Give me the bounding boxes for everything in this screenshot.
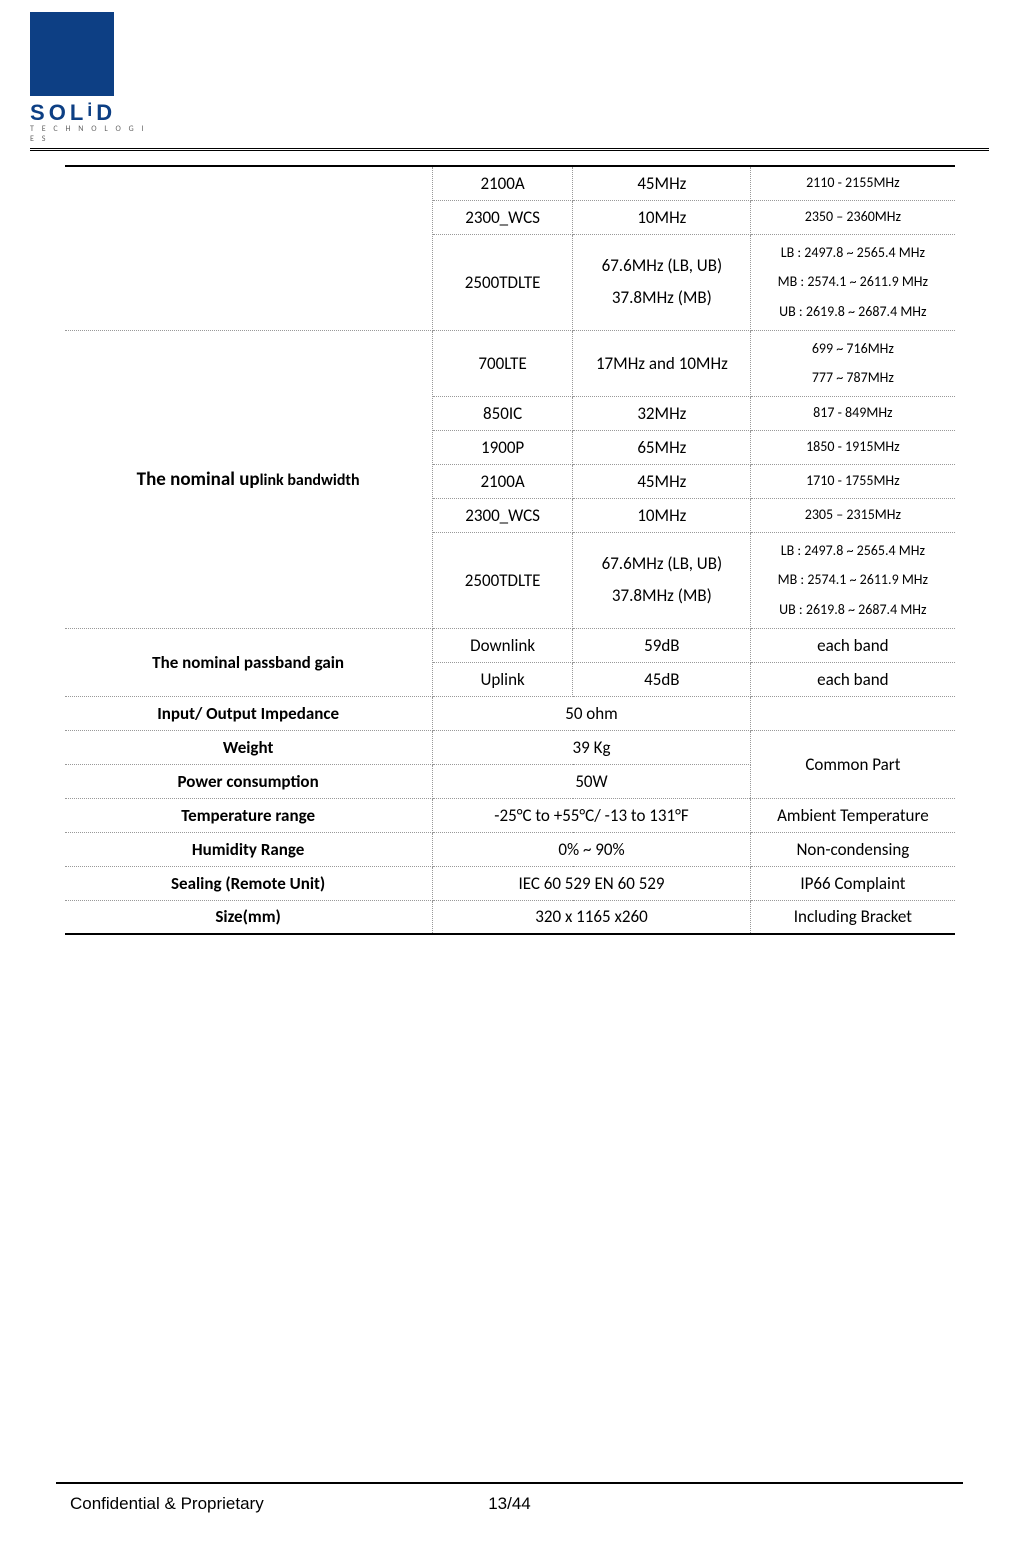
cell-bw: 10MHz xyxy=(573,200,751,234)
cell-val: 45dB xyxy=(573,662,751,696)
cell-val: 59dB xyxy=(573,628,751,662)
cell-range: 2110 - 2155MHz xyxy=(751,166,955,200)
cell-bw: 32MHz xyxy=(573,396,751,430)
cell-band: 2300_WCS xyxy=(432,200,573,234)
cell-bw: 45MHz xyxy=(573,166,751,200)
header: S O L i D T E C H N O L O G I E S xyxy=(30,12,150,144)
header-divider xyxy=(30,148,989,151)
cell-label: Humidity Range xyxy=(65,832,433,866)
table-row: Input/ Output Impedance 50 ohm xyxy=(65,696,955,730)
cell-note: IP66 Complaint xyxy=(751,866,955,900)
cell-val: -25°C to +55°C/ -13 to 131°F xyxy=(432,798,751,832)
cell-note: Including Bracket xyxy=(751,900,955,934)
cell-val: 39 Kg xyxy=(432,730,751,764)
cell-note: Non-condensing xyxy=(751,832,955,866)
cell-label: Size(mm) xyxy=(65,900,433,934)
cell-note xyxy=(751,696,955,730)
cell-bw: 67.6MHz (LB, UB)37.8MHz (MB) xyxy=(573,532,751,628)
cell-label: Temperature range xyxy=(65,798,433,832)
cell-range: 2350 – 2360MHz xyxy=(751,200,955,234)
cell-gain-label: The nominal passband gain xyxy=(65,628,433,696)
logo-tagline: T E C H N O L O G I E S xyxy=(30,124,150,144)
cell-band: 1900P xyxy=(432,430,573,464)
cell-note: each band xyxy=(751,662,955,696)
cell-range: 817 - 849MHz xyxy=(751,396,955,430)
cell-label: Input/ Output Impedance xyxy=(65,696,433,730)
cell-label: Power consumption xyxy=(65,764,433,798)
cell-band: 2500TDLTE xyxy=(432,532,573,628)
cell-range: 1850 - 1915MHz xyxy=(751,430,955,464)
cell-range: 2305 – 2315MHz xyxy=(751,498,955,532)
footer-divider xyxy=(56,1482,963,1484)
cell-label: Sealing (Remote Unit) xyxy=(65,866,433,900)
spec-table: 2100A 45MHz 2110 - 2155MHz 2300_WCS 10MH… xyxy=(65,165,955,935)
cell-band: 700LTE xyxy=(432,330,573,396)
table-row: Sealing (Remote Unit) IEC 60 529 EN 60 5… xyxy=(65,866,955,900)
footer-page-number: 13/44 xyxy=(0,1494,1019,1514)
table-row: 2100A 45MHz 2110 - 2155MHz xyxy=(65,166,955,200)
cell-band: 2300_WCS xyxy=(432,498,573,532)
logo-square xyxy=(30,12,114,96)
cell-bw: 10MHz xyxy=(573,498,751,532)
cell-band: 2100A xyxy=(432,464,573,498)
cell-val: 320 x 1165 x260 xyxy=(432,900,751,934)
cell-uplink-label: The nominal uplink bandwidth xyxy=(65,330,433,628)
cell-val: 50W xyxy=(432,764,751,798)
cell-range: 699 ~ 716MHz777 ~ 787MHz xyxy=(751,330,955,396)
cell-label: Weight xyxy=(65,730,433,764)
cell-bw: 67.6MHz (LB, UB)37.8MHz (MB) xyxy=(573,234,751,330)
cell-bw: 17MHz and 10MHz xyxy=(573,330,751,396)
cell-band: 2500TDLTE xyxy=(432,234,573,330)
cell-note: Common Part xyxy=(751,730,955,798)
cell-note: each band xyxy=(751,628,955,662)
cell-band: 850IC xyxy=(432,396,573,430)
cell-val: 50 ohm xyxy=(432,696,751,730)
cell-bw: 45MHz xyxy=(573,464,751,498)
cell-range: LB : 2497.8 ~ 2565.4 MHz MB : 2574.1 ~ 2… xyxy=(751,532,955,628)
table-row: Humidity Range 0% ~ 90% Non-condensing xyxy=(65,832,955,866)
cell-empty xyxy=(65,166,433,330)
cell-bw: 65MHz xyxy=(573,430,751,464)
cell-val: 0% ~ 90% xyxy=(432,832,751,866)
table-row: Weight 39 Kg Common Part xyxy=(65,730,955,764)
cell-val: IEC 60 529 EN 60 529 xyxy=(432,866,751,900)
table-row: Size(mm) 320 x 1165 x260 Including Brack… xyxy=(65,900,955,934)
cell-range: 1710 - 1755MHz xyxy=(751,464,955,498)
table-row: Temperature range -25°C to +55°C/ -13 to… xyxy=(65,798,955,832)
cell-link: Uplink xyxy=(432,662,573,696)
table-row: The nominal uplink bandwidth 700LTE 17MH… xyxy=(65,330,955,396)
cell-range: LB : 2497.8 ~ 2565.4 MHz MB : 2574.1 ~ 2… xyxy=(751,234,955,330)
cell-note: Ambient Temperature xyxy=(751,798,955,832)
logo-wordmark: S O L i D xyxy=(30,100,150,126)
cell-band: 2100A xyxy=(432,166,573,200)
page: S O L i D T E C H N O L O G I E S 2100A … xyxy=(0,0,1019,1563)
cell-link: Downlink xyxy=(432,628,573,662)
table-row: The nominal passband gain Downlink 59dB … xyxy=(65,628,955,662)
